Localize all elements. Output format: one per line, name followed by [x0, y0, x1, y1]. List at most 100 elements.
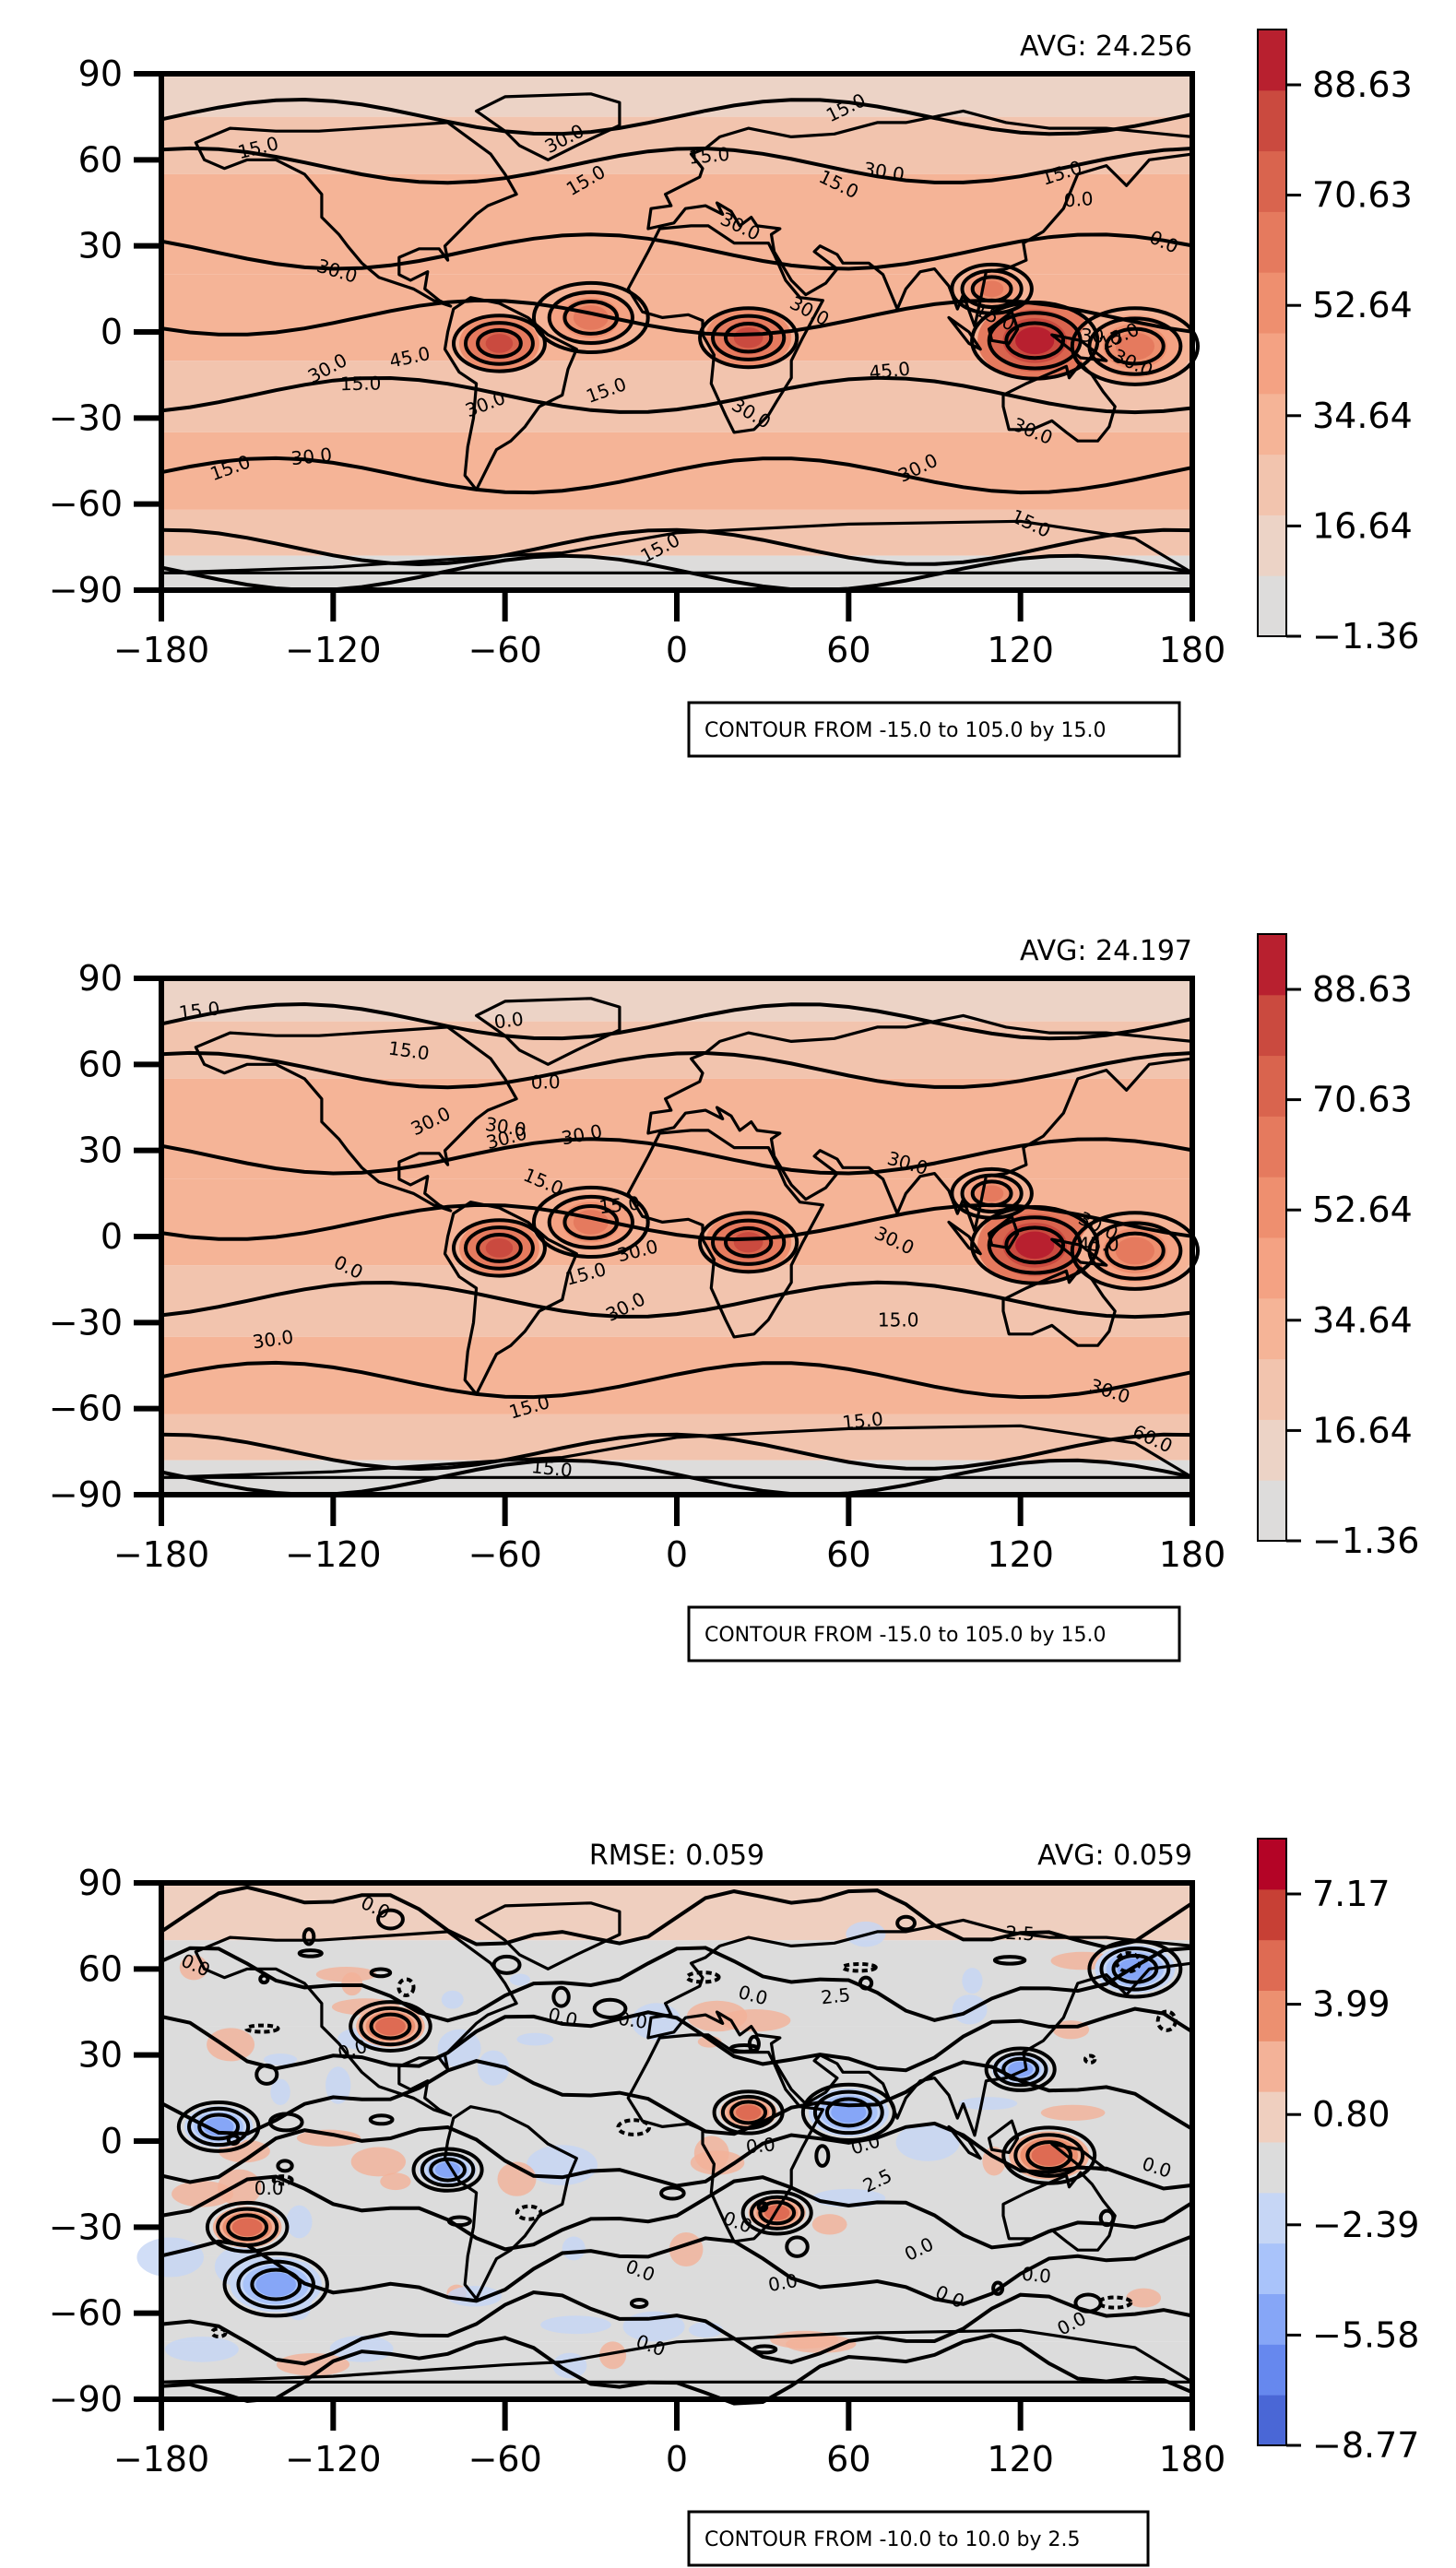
- colorbar-swatch: [1258, 454, 1286, 515]
- contour-label: 30.0: [1080, 324, 1122, 349]
- colorbar-tick-label: −8.77: [1312, 2425, 1419, 2466]
- contour-ring: [562, 1204, 620, 1240]
- contour-ring: [368, 2113, 395, 2126]
- field-band: [161, 1021, 1192, 1079]
- contour-ring: [464, 1225, 535, 1271]
- avg-label: AVG: 24.197: [1020, 935, 1192, 967]
- colorbar-tick-label: 34.64: [1312, 1300, 1413, 1341]
- contour-ring: [992, 1955, 1027, 1966]
- contour-label: 0.0: [1063, 187, 1094, 211]
- x-tick-label: −180: [113, 2439, 209, 2479]
- contour-label: 0.0: [617, 2007, 649, 2033]
- colorbar-swatch: [1258, 272, 1286, 334]
- contour-ring: [297, 1948, 324, 1959]
- contour-ring: [1073, 2292, 1103, 2314]
- y-tick-label: −60: [49, 2293, 123, 2334]
- field-blob: [441, 1990, 464, 2009]
- x-tick-label: 0: [666, 1534, 688, 1575]
- contour-ring: [369, 2012, 412, 2041]
- contour-ring: [616, 2118, 652, 2136]
- contour-ring: [1083, 2053, 1097, 2065]
- contour-ring: [752, 2344, 778, 2355]
- colorbar-swatch: [1258, 2142, 1286, 2194]
- field-blob: [255, 2272, 297, 2297]
- field-blob: [380, 2172, 411, 2191]
- contour-ring: [858, 1975, 874, 1991]
- contour-ring: [992, 2052, 1048, 2088]
- contour-line: [160, 1001, 1193, 1041]
- colorbar-tick-label: −5.58: [1312, 2314, 1419, 2355]
- colorbar-tick-label: −1.36: [1312, 1521, 1419, 1561]
- y-tick-label: −60: [49, 484, 123, 525]
- contour-label: 15.0: [178, 997, 221, 1024]
- colorbar-swatch: [1258, 393, 1286, 456]
- colorbar-tick-label: 70.63: [1312, 175, 1413, 216]
- y-tick-label: −30: [49, 2207, 123, 2247]
- field-blob: [207, 2028, 255, 2062]
- field-blob: [172, 2181, 234, 2207]
- contour-ring: [1013, 2133, 1085, 2178]
- avg-label: AVG: 0.059: [1037, 1840, 1192, 1872]
- colorbar-swatch: [1258, 1419, 1286, 1481]
- colorbar-swatch: [1258, 2293, 1286, 2345]
- contour-line: [160, 2174, 1194, 2252]
- contour-ring: [740, 2190, 813, 2236]
- contour-ring: [1001, 2056, 1040, 2082]
- coastline: [646, 109, 1194, 328]
- contour-ring: [429, 2157, 467, 2183]
- field-band: [161, 116, 1192, 174]
- contour-ring: [187, 2106, 251, 2148]
- field-blob: [509, 1973, 530, 1986]
- contour-label: 0.0: [492, 1008, 525, 1034]
- y-tick-label: −90: [49, 570, 123, 610]
- contour-lines: [160, 1885, 1194, 2406]
- field-blob: [136, 2237, 205, 2278]
- contour-ring: [814, 2144, 831, 2168]
- contour-ring: [176, 2101, 261, 2153]
- field-blob: [1015, 1231, 1055, 1260]
- y-tick-label: 0: [101, 2121, 123, 2161]
- coastline: [443, 2105, 578, 2301]
- field-blob: [540, 2315, 611, 2335]
- y-tick-label: 60: [78, 139, 123, 180]
- colorbar-tick-label: 52.64: [1312, 1189, 1413, 1230]
- field-blob: [437, 2029, 481, 2068]
- contour-info-box: CONTOUR FROM -15.0 to 105.0 by 15.0: [687, 1605, 1181, 1663]
- x-tick-label: −180: [113, 1534, 209, 1575]
- contour-ring: [562, 300, 620, 336]
- coastline: [947, 2124, 982, 2160]
- map-panel-1: 15.015.030.030.015.030.015.015.030.030.0…: [49, 29, 1419, 758]
- field-blob: [690, 2150, 745, 2175]
- colorbar-frame: [1257, 1838, 1287, 2446]
- contour-ring: [547, 290, 634, 345]
- field-blob: [1040, 2104, 1106, 2121]
- contour-info-text: CONTOUR FROM -10.0 to 10.0 by 2.5: [704, 2528, 1080, 2551]
- contour-lines: [160, 1001, 1201, 1497]
- map-panel-2: 15.030.015.030.030.015.045.030.015.030.0…: [49, 933, 1419, 1663]
- colorbar-swatch: [1258, 1237, 1286, 1299]
- contour-ring: [991, 2280, 1005, 2296]
- contour-ring: [785, 2235, 810, 2258]
- field-band: [161, 978, 1192, 1022]
- contour-ring: [551, 1985, 571, 2008]
- colorbar: 7.17 3.99 0.80 −2.39 −5.58 −8.77: [1257, 1838, 1419, 2466]
- contour-line: [160, 2121, 1193, 2191]
- contour-ring: [451, 1218, 547, 1278]
- contour-ring: [1004, 321, 1066, 361]
- map-panel-3: 0.00.00.00.00.00.00.02.50.02.50.00.00.00…: [49, 1838, 1419, 2567]
- contour-label: 15.0: [340, 372, 382, 395]
- contour-ring: [1099, 1947, 1171, 1992]
- contour-ring: [349, 2000, 432, 2053]
- contour-ring: [451, 314, 547, 373]
- coastline: [194, 1025, 518, 1213]
- coastline: [194, 121, 518, 308]
- contour-ring: [491, 1954, 522, 1975]
- x-tick-label: −120: [285, 2439, 381, 2479]
- contour-line: [160, 2234, 1193, 2306]
- y-tick-label: 90: [78, 958, 123, 999]
- field-blob: [718, 2009, 791, 2032]
- colorbar-swatch: [1258, 2395, 1286, 2446]
- contour-line: [160, 146, 1193, 185]
- field-blob: [1015, 326, 1055, 355]
- contour-label: 0.0: [745, 2133, 776, 2158]
